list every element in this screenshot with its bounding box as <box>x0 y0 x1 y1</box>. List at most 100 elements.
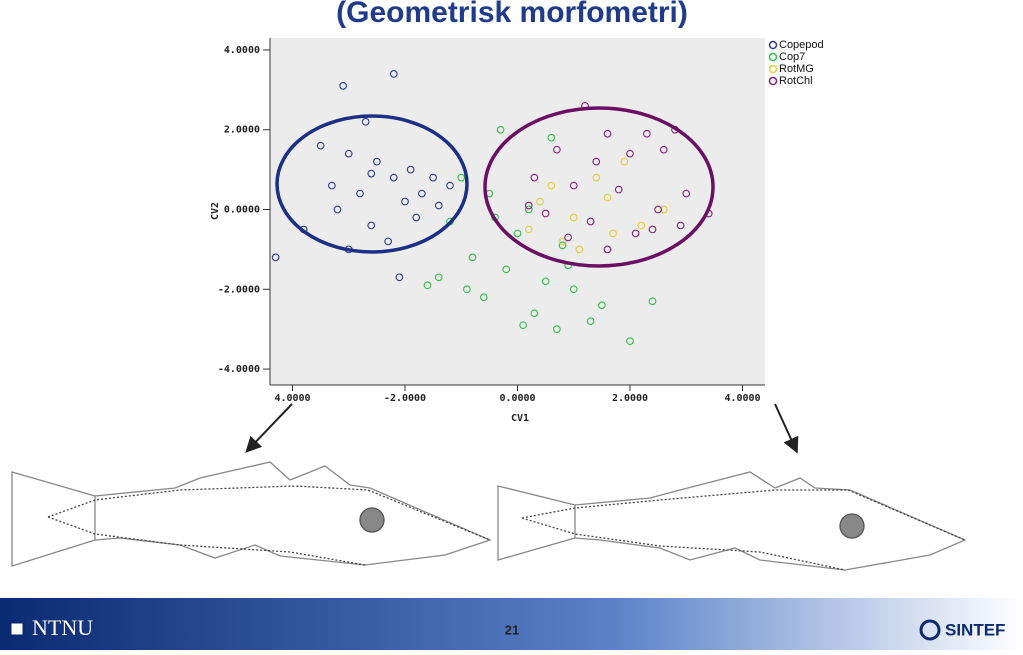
point <box>676 221 685 230</box>
point <box>626 337 634 345</box>
point <box>637 221 646 230</box>
point <box>361 117 370 126</box>
cluster-ellipse <box>275 114 469 254</box>
point <box>429 173 437 182</box>
point <box>339 82 347 90</box>
point <box>395 273 404 282</box>
legend-marker <box>768 52 778 62</box>
point <box>463 285 471 294</box>
point <box>541 277 550 286</box>
point <box>648 297 657 306</box>
point <box>541 209 550 218</box>
point <box>553 325 561 334</box>
legend-marker <box>768 76 778 86</box>
slide-title: (Geometrisk morfometri) <box>336 0 688 29</box>
arrow <box>245 403 293 453</box>
point <box>558 237 567 246</box>
point <box>418 189 426 198</box>
footer-band <box>0 598 1023 650</box>
point <box>558 241 567 250</box>
sintef-logo <box>919 619 941 641</box>
point <box>553 145 561 154</box>
cluster-ellipse <box>483 106 715 268</box>
y-tick-label: -4.0000 <box>218 364 260 375</box>
point <box>569 181 578 190</box>
point <box>603 193 612 202</box>
point <box>524 201 533 210</box>
y-tick-label: 2.0000 <box>224 125 260 136</box>
x-axis-label: CV1 <box>511 413 529 424</box>
point <box>603 245 612 254</box>
point <box>524 225 533 234</box>
point <box>434 273 443 282</box>
point <box>592 157 601 166</box>
point <box>446 181 454 190</box>
point <box>406 165 415 174</box>
point <box>598 301 606 310</box>
footer-left: NTNU <box>32 615 93 640</box>
point <box>648 225 657 234</box>
point <box>569 285 578 294</box>
point <box>530 173 539 182</box>
legend-marker <box>768 64 778 74</box>
point <box>586 317 595 326</box>
y-tick-label: -2.0000 <box>218 284 260 295</box>
x-tick-label: 4.0000 <box>724 393 760 404</box>
point <box>682 189 691 198</box>
point <box>575 245 584 254</box>
point <box>513 229 522 238</box>
point <box>631 229 640 238</box>
point <box>626 149 634 158</box>
point <box>434 201 443 210</box>
point <box>654 205 662 214</box>
point <box>344 149 353 158</box>
legend-label: Copepod <box>779 39 824 51</box>
point <box>367 221 376 230</box>
point <box>389 173 398 182</box>
point <box>519 321 527 330</box>
plot-area <box>270 38 765 385</box>
point <box>316 141 325 150</box>
point <box>603 129 612 138</box>
point <box>479 293 488 302</box>
point <box>367 169 376 178</box>
point <box>536 197 544 206</box>
point <box>271 253 280 262</box>
point <box>356 189 364 198</box>
point <box>609 229 617 238</box>
x-tick-label: 4.0000 <box>274 393 310 404</box>
point <box>564 233 572 242</box>
arrow <box>774 403 799 454</box>
point <box>333 205 342 214</box>
legend-label: RotMG <box>779 63 814 75</box>
legend-marker <box>768 40 778 50</box>
point <box>659 145 668 154</box>
point <box>524 205 533 214</box>
x-tick-label: -2.0000 <box>384 393 426 404</box>
y-tick-label: 0.0000 <box>224 205 260 216</box>
point <box>643 129 651 138</box>
legend-label: Cop7 <box>779 51 805 63</box>
point <box>328 181 336 190</box>
point <box>592 173 601 182</box>
footer-right: SINTEF <box>945 620 1005 639</box>
point <box>530 309 539 318</box>
x-tick-label: 0.0000 <box>499 393 535 404</box>
point <box>620 157 629 166</box>
point <box>586 217 595 226</box>
point <box>412 213 421 222</box>
point <box>614 185 623 194</box>
point <box>547 133 556 142</box>
point <box>373 157 381 166</box>
point <box>389 70 398 78</box>
point <box>457 173 466 182</box>
point <box>547 181 556 190</box>
point <box>423 281 432 290</box>
points <box>271 70 713 345</box>
point <box>384 237 392 246</box>
legend-label: RotChl <box>779 75 813 87</box>
page-number: 21 <box>505 622 519 637</box>
point <box>659 205 668 214</box>
